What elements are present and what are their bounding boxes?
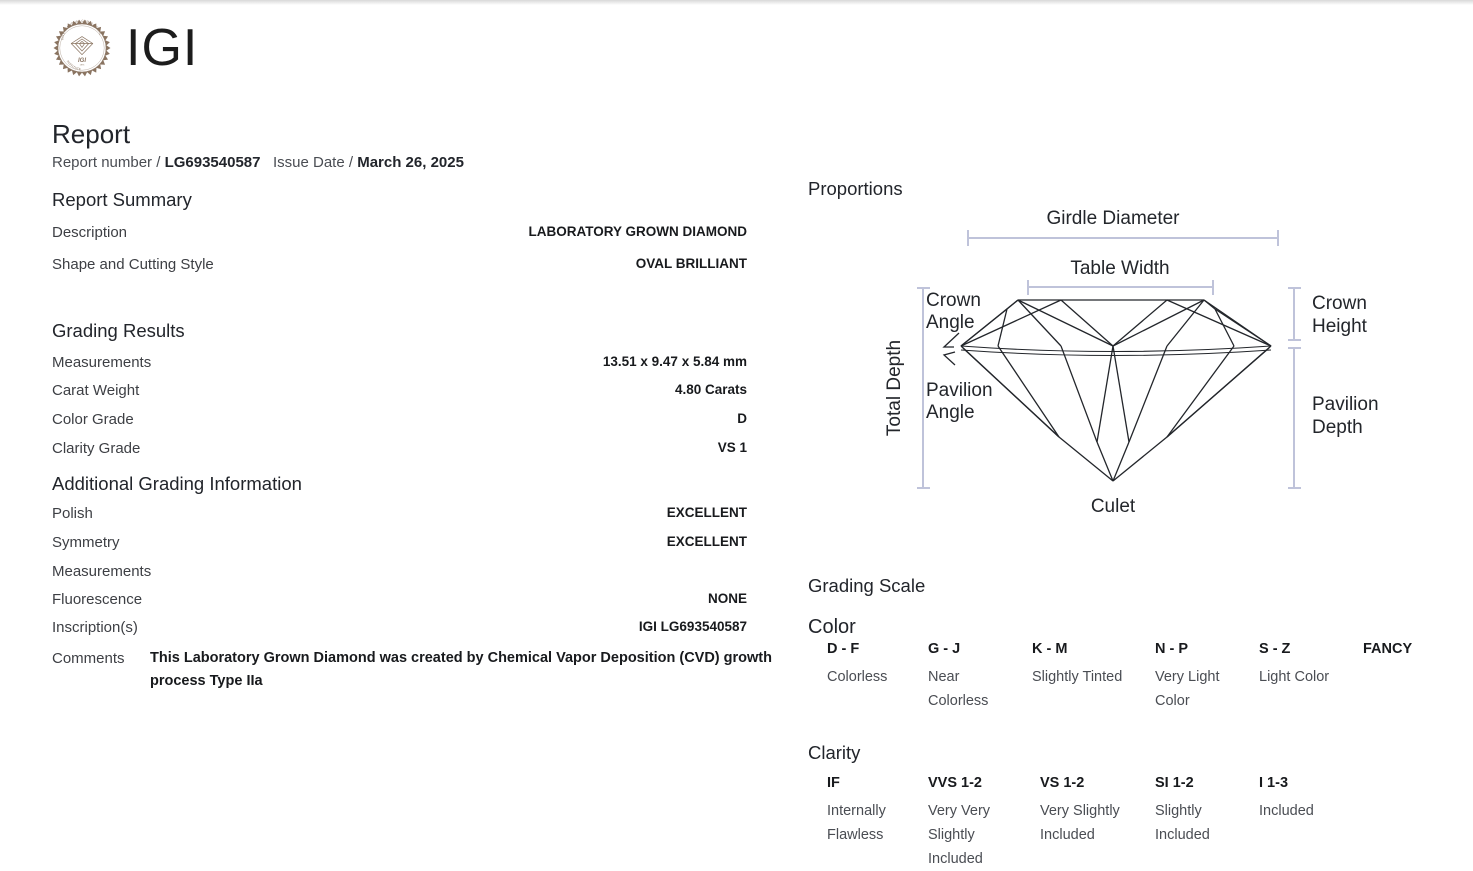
svg-text:Crown: Crown bbox=[1312, 293, 1367, 314]
svg-text:Pavilion: Pavilion bbox=[1312, 394, 1379, 415]
svg-text:Height: Height bbox=[1312, 316, 1368, 337]
svg-text:Table Width: Table Width bbox=[1070, 258, 1169, 279]
svg-text:Total Depth: Total Depth bbox=[884, 340, 905, 436]
svg-text:Culet: Culet bbox=[1091, 496, 1136, 517]
svg-text:Pavilion: Pavilion bbox=[926, 380, 993, 401]
svg-text:Crown: Crown bbox=[926, 290, 981, 311]
svg-text:Angle: Angle bbox=[926, 312, 975, 333]
svg-text:Angle: Angle bbox=[926, 402, 975, 423]
svg-text:Depth: Depth bbox=[1312, 417, 1363, 438]
svg-text:Girdle Diameter: Girdle Diameter bbox=[1046, 208, 1180, 229]
